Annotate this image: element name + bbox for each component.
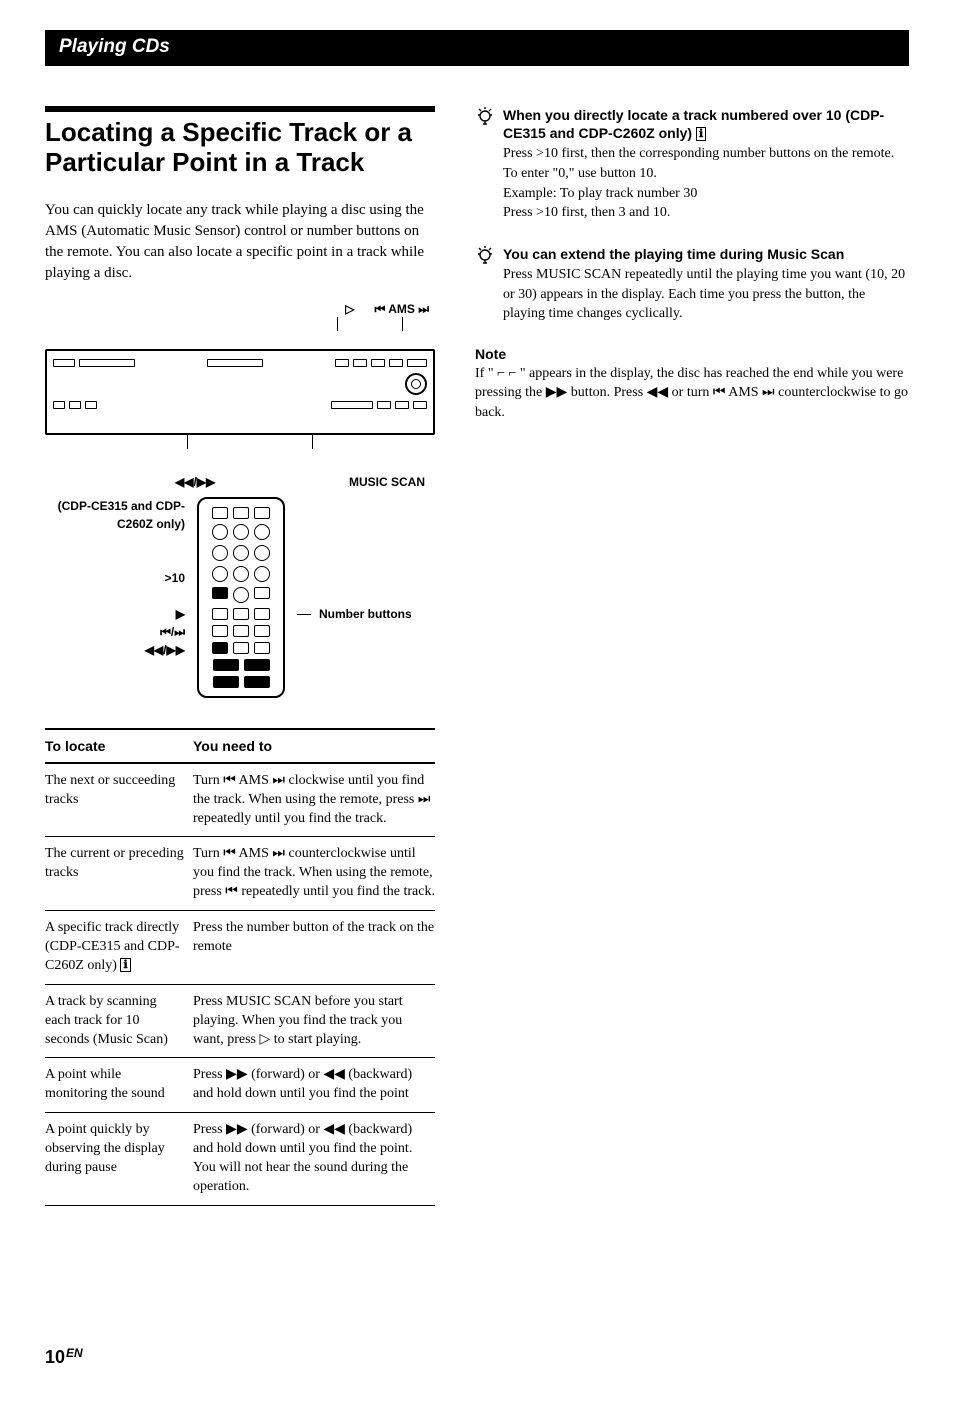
label-remote-play: ▶ — [45, 605, 185, 623]
tip1-body: Press >10 first, then the corresponding … — [503, 144, 909, 222]
table-row: A track by scanning each track for 10 se… — [45, 985, 435, 1059]
label-play: ▷ — [345, 302, 354, 316]
table-row: A point while monitoring the sound Press… — [45, 1058, 435, 1113]
table-row: The next or succeeding tracks Turn ⏮ AMS… — [45, 764, 435, 838]
page-number: 10EN — [45, 1346, 909, 1368]
remote-illustration — [197, 497, 285, 698]
label-remote-seek: ◀◀/▶▶ — [45, 641, 185, 659]
table-row: A point quickly by observing the display… — [45, 1113, 435, 1206]
locate-table: To locate You need to The next or succee… — [45, 728, 435, 1206]
note-block: Note If " ⌐ ⌐ " appears in the display, … — [475, 346, 909, 423]
tip2-title: You can extend the playing time during M… — [503, 245, 909, 263]
title-rule — [45, 106, 435, 112]
note-body: If " ⌐ ⌐ " appears in the display, the d… — [475, 364, 909, 423]
intro-paragraph: You can quickly locate any track while p… — [45, 200, 435, 284]
label-number-buttons: Number buttons — [319, 607, 412, 621]
tip-icon — [475, 245, 495, 324]
tip-over-10: When you directly locate a track numbere… — [475, 106, 909, 223]
device-diagram: ▷ ⏮ AMS ⏭ — [45, 302, 435, 698]
label-over10: >10 — [45, 569, 185, 587]
th-you-need-to: You need to — [193, 738, 435, 754]
label-models: (CDP-CE315 and CDP-C260Z only) — [45, 497, 185, 533]
table-row: The current or preceding tracks Turn ⏮ A… — [45, 837, 435, 911]
label-music-scan: MUSIC SCAN — [349, 475, 425, 489]
label-seek: ◀◀/▶▶ — [175, 475, 215, 489]
cd-player-illustration — [45, 349, 435, 435]
tip1-title: When you directly locate a track numbere… — [503, 107, 884, 141]
page-title: Locating a Specific Track or a Particula… — [45, 118, 435, 178]
th-to-locate: To locate — [45, 738, 193, 754]
tip-music-scan: You can extend the playing time during M… — [475, 245, 909, 324]
label-ams: ⏮ AMS ⏭ — [375, 302, 430, 316]
label-remote-skip: ⏮/⏭ — [45, 623, 185, 641]
note-heading: Note — [475, 346, 909, 362]
tip2-body: Press MUSIC SCAN repeatedly until the pl… — [503, 265, 909, 324]
section-header: Playing CDs — [45, 30, 909, 66]
tip-icon — [475, 106, 495, 223]
table-row: A specific track directly (CDP-CE315 and… — [45, 911, 435, 985]
